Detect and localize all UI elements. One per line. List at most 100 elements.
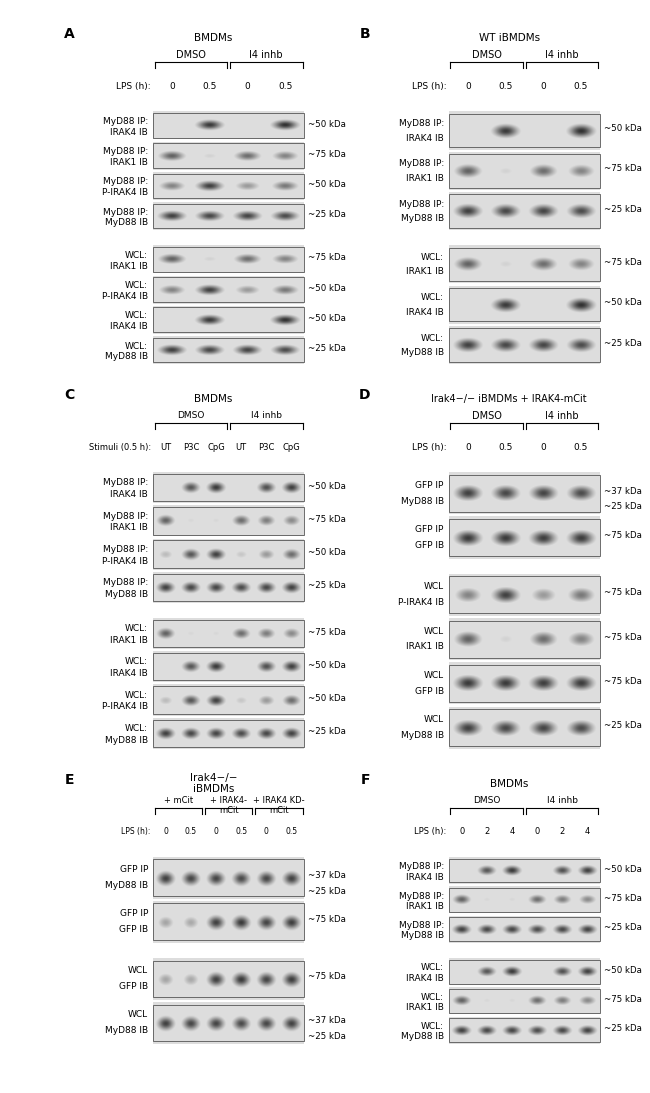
Text: 4: 4 xyxy=(584,827,590,836)
Text: ~75 kDa: ~75 kDa xyxy=(308,515,346,524)
Text: BMDMs: BMDMs xyxy=(194,393,233,404)
Bar xyxy=(153,620,304,647)
Text: WCL: WCL xyxy=(424,583,444,591)
Text: IRAK1 IB: IRAK1 IB xyxy=(110,157,148,167)
Text: ~75 kDa: ~75 kDa xyxy=(604,588,642,597)
Text: WCL:: WCL: xyxy=(125,724,148,733)
Text: ~50 kDa: ~50 kDa xyxy=(308,284,346,293)
Text: ~75 kDa: ~75 kDa xyxy=(604,531,642,540)
Text: WCL:: WCL: xyxy=(125,281,148,290)
Text: IRAK4 IB: IRAK4 IB xyxy=(111,669,148,679)
Text: 4: 4 xyxy=(509,827,515,836)
Text: WCL: WCL xyxy=(424,715,444,724)
Bar xyxy=(449,709,600,747)
Text: IRAK1 IB: IRAK1 IB xyxy=(406,902,444,910)
Text: MyD88 IP:: MyD88 IP: xyxy=(103,479,148,487)
Text: IRAK4 IB: IRAK4 IB xyxy=(406,872,444,882)
Text: WCL:: WCL: xyxy=(421,293,444,303)
Text: ~25 kDa: ~25 kDa xyxy=(308,344,346,353)
Bar xyxy=(153,961,304,997)
Text: LPS (h):: LPS (h): xyxy=(414,827,447,836)
Text: ~75 kDa: ~75 kDa xyxy=(308,254,346,262)
Text: ~50 kDa: ~50 kDa xyxy=(308,119,346,129)
Text: ~50 kDa: ~50 kDa xyxy=(604,125,642,133)
Text: MyD88 IP:: MyD88 IP: xyxy=(103,512,148,520)
Text: + IRAK4-
mCit: + IRAK4- mCit xyxy=(210,796,247,815)
Text: ~75 kDa: ~75 kDa xyxy=(308,915,346,925)
Text: ~50 kDa: ~50 kDa xyxy=(604,966,642,975)
Text: UT: UT xyxy=(161,443,172,451)
Text: MyD88 IB: MyD88 IB xyxy=(400,214,444,223)
Text: IRAK1 IB: IRAK1 IB xyxy=(406,174,444,183)
Text: ~25 kDa: ~25 kDa xyxy=(308,727,346,737)
Bar xyxy=(449,474,600,512)
Text: IRAK4 IB: IRAK4 IB xyxy=(111,490,148,500)
Text: 0.5: 0.5 xyxy=(285,827,298,836)
Bar xyxy=(153,507,304,534)
Text: IRAK1 IB: IRAK1 IB xyxy=(110,261,148,271)
Text: ~25 kDa: ~25 kDa xyxy=(308,581,346,590)
Text: 0: 0 xyxy=(169,82,175,91)
Text: IRAK1 IB: IRAK1 IB xyxy=(110,636,148,645)
Bar xyxy=(449,287,600,321)
Text: ~75 kDa: ~75 kDa xyxy=(604,164,642,174)
Text: WCL:: WCL: xyxy=(125,691,148,700)
Text: WCL:: WCL: xyxy=(421,963,444,973)
Text: WCL:: WCL: xyxy=(125,312,148,320)
Bar xyxy=(153,719,304,747)
Text: MyD88 IB: MyD88 IB xyxy=(105,881,148,890)
Text: ~75 kDa: ~75 kDa xyxy=(308,627,346,636)
Text: 0: 0 xyxy=(244,82,250,91)
Text: ~37 kDa: ~37 kDa xyxy=(308,1016,346,1025)
Text: 0: 0 xyxy=(459,827,464,836)
Text: P-IRAK4 IB: P-IRAK4 IB xyxy=(102,188,148,197)
Text: 0.5: 0.5 xyxy=(185,827,197,836)
Text: ~75 kDa: ~75 kDa xyxy=(604,633,642,642)
Text: 0: 0 xyxy=(540,82,546,91)
Text: 0.5: 0.5 xyxy=(499,82,513,91)
Text: 0.5: 0.5 xyxy=(499,443,513,451)
Text: 0: 0 xyxy=(264,827,268,836)
Bar xyxy=(153,338,304,362)
Text: + mCit: + mCit xyxy=(164,796,193,804)
Bar xyxy=(449,328,600,362)
Text: LPS (h):: LPS (h): xyxy=(412,82,447,91)
Bar xyxy=(449,989,600,1013)
Text: Irak4−/−
iBMDMs: Irak4−/− iBMDMs xyxy=(190,773,237,795)
Text: MyD88 IP:: MyD88 IP: xyxy=(398,160,444,168)
Text: P-IRAK4 IB: P-IRAK4 IB xyxy=(102,292,148,301)
Text: F: F xyxy=(361,773,370,787)
Text: ~50 kDa: ~50 kDa xyxy=(308,548,346,557)
Text: 0: 0 xyxy=(164,827,168,836)
Text: I4 inhb: I4 inhb xyxy=(545,411,579,421)
Text: MyD88 IP:: MyD88 IP: xyxy=(103,578,148,587)
Text: DMSO: DMSO xyxy=(177,411,205,420)
Text: ~25 kDa: ~25 kDa xyxy=(604,502,642,512)
Text: MyD88 IP:: MyD88 IP: xyxy=(103,177,148,187)
Bar xyxy=(449,114,600,148)
Text: P-IRAK4 IB: P-IRAK4 IB xyxy=(102,703,148,712)
Text: MyD88 IB: MyD88 IB xyxy=(400,731,444,740)
Text: 0: 0 xyxy=(214,827,218,836)
Text: IRAK4 IB: IRAK4 IB xyxy=(111,322,148,331)
Bar xyxy=(153,540,304,567)
Bar xyxy=(449,888,600,912)
Text: GFP IB: GFP IB xyxy=(119,983,148,991)
Text: WCL:: WCL: xyxy=(125,658,148,667)
Text: IRAK1 IB: IRAK1 IB xyxy=(406,1003,444,1012)
Bar xyxy=(153,859,304,896)
Text: WCL: WCL xyxy=(424,626,444,635)
Bar xyxy=(153,307,304,332)
Text: ~25 kDa: ~25 kDa xyxy=(604,339,642,348)
Text: ~75 kDa: ~75 kDa xyxy=(308,150,346,158)
Text: MyD88 IB: MyD88 IB xyxy=(105,590,148,599)
Text: DMSO: DMSO xyxy=(473,796,500,804)
Text: CpG: CpG xyxy=(283,443,300,451)
Text: LPS (h):: LPS (h): xyxy=(116,82,151,91)
Text: GFP IB: GFP IB xyxy=(119,925,148,935)
Bar xyxy=(449,621,600,658)
Bar xyxy=(153,654,304,681)
Text: P-IRAK4 IB: P-IRAK4 IB xyxy=(398,598,444,608)
Text: 0: 0 xyxy=(540,443,546,451)
Text: MyD88 IB: MyD88 IB xyxy=(400,348,444,357)
